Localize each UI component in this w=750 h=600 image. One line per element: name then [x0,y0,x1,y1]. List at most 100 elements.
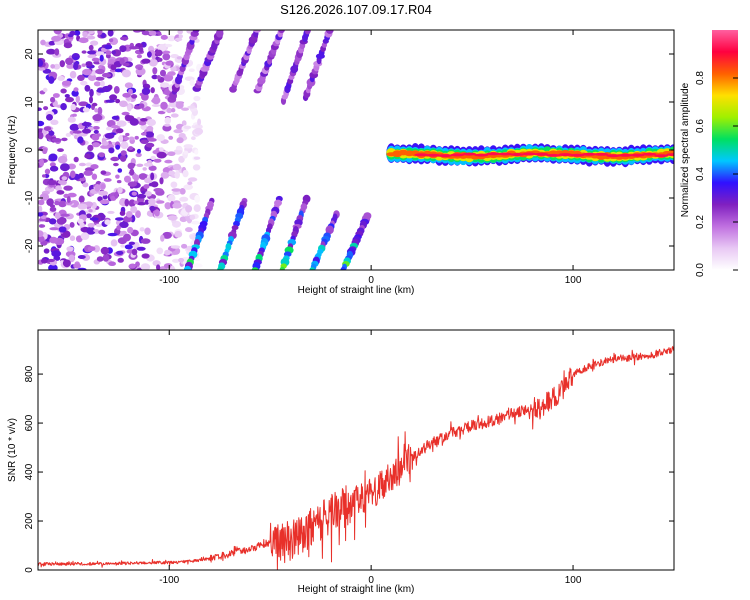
heatmap-cell [95,68,105,75]
heatmap-cell [82,68,92,76]
heatmap-cell [164,202,172,210]
heatmap-cell [140,132,147,136]
heatmap-cell [148,58,158,67]
heatmap-cell [181,107,190,111]
heatmap-cell [68,254,75,263]
heatmap-cell [98,229,106,235]
heatmap-cell [114,68,123,73]
heatmap-cell [127,226,134,234]
heatmap-cell [82,182,89,188]
heatmap-cell [77,255,86,259]
heatmap-cell [164,123,171,127]
heatmap-cell [178,257,185,263]
heatmap-cell [193,204,201,213]
heatmap-cell [197,118,202,126]
heatmap-cell [56,217,66,225]
heatmap-cell [79,222,85,228]
heatmap-cell [168,170,176,176]
heatmap-cell [99,199,110,205]
heatmap-cell [116,120,127,127]
heatmap-cell [142,167,147,171]
heatmap-cell [62,259,71,268]
heatmap-cell [136,193,147,199]
heatmap-cell [102,254,110,262]
heatmap-cell [183,265,192,270]
heatmap-cell [164,159,173,164]
heatmap-cell [122,62,130,67]
heatmap-cell [181,243,188,249]
heatmap-x-label: Height of straight line (km) [298,285,415,296]
colorbar-axis: 0.0 0.2 0.4 0.6 0.8 [695,71,738,277]
heatmap-cell [218,30,224,33]
heatmap-cell [101,141,109,146]
heatmap-cell [187,177,198,182]
heatmap-cell [95,223,103,228]
heatmap-cell [71,90,79,97]
heatmap-cell [192,263,203,268]
heatmap-cell [60,163,70,172]
heatmap-cell [101,72,112,78]
heatmap-cell [128,241,136,245]
heatmap-cell [78,195,85,203]
heatmap-cell [48,264,58,270]
heatmap-cell [152,67,158,75]
y-tick-label: -10 [24,190,35,205]
heatmap-cell [107,232,118,237]
heatmap-cell [69,222,75,228]
heatmap-cell [64,94,70,98]
heatmap-cell [38,131,44,140]
heatmap-cell [170,113,179,118]
heatmap-cell [186,30,192,34]
x-tick-label: 100 [565,275,582,286]
heatmap-cell [49,165,59,172]
heatmap-y-label: Frequency (Hz) [7,116,18,185]
heatmap-cell [60,88,67,94]
heatmap-cell [123,233,131,242]
heatmap-cell [73,156,79,163]
heatmap-cell [58,226,67,233]
heatmap-cell [93,81,101,87]
heatmap-cell [38,67,46,71]
y-tick-label: 400 [24,463,35,480]
heatmap-cell [164,249,172,256]
heatmap-cell [81,50,87,54]
heatmap-cell [77,74,85,81]
heatmap-cell [119,100,128,108]
heatmap-cell [91,102,98,107]
heatmap-cell [143,184,150,189]
heatmap-cell [104,219,111,225]
heatmap-cell [82,128,91,134]
heatmap-cell [141,253,150,259]
heatmap-cell [104,132,115,139]
heatmap-cell [86,226,96,235]
heatmap-cell [194,124,203,130]
heatmap-cell [131,94,138,99]
heatmap-cell [53,30,62,35]
heatmap-cell [103,178,112,182]
heatmap-cell [163,74,174,82]
heatmap-cell [150,181,159,188]
heatmap-cell [174,37,183,42]
heatmap-cell [115,144,120,150]
heatmap-cell [118,134,124,143]
heatmap-cell [87,223,95,228]
heatmap-cell [98,190,109,196]
heatmap-cell [630,153,645,157]
heatmap-cell [53,63,61,70]
heatmap-cell [151,74,158,80]
heatmap-cell [128,88,133,95]
heatmap-cell [38,230,44,238]
heatmap-cell [309,267,315,270]
colorbar-tick-label: 0.6 [695,119,706,133]
heatmap-cell [100,80,105,87]
heatmap-cell [149,30,157,36]
heatmap-cell [151,54,156,60]
heatmap-cell [108,261,116,267]
heatmap-cell [65,132,72,137]
heatmap-cell [124,175,131,183]
heatmap-cell [128,263,136,269]
heatmap-cell [91,142,101,148]
heatmap-cell [170,265,175,270]
heatmap-cell [48,130,55,136]
heatmap-cell [50,64,56,69]
